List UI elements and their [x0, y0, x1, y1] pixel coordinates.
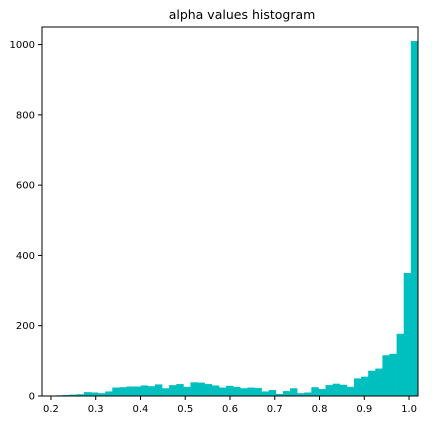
histogram-bar	[169, 385, 177, 396]
histogram-bar	[140, 385, 149, 396]
histogram-bar	[389, 353, 397, 396]
histogram-bar	[204, 384, 213, 396]
histogram-bar	[105, 391, 113, 396]
y-tick-label: 800	[16, 110, 35, 121]
histogram-bar	[297, 393, 305, 396]
x-tick-label: 0.5	[177, 404, 193, 415]
histogram-bar	[410, 41, 419, 397]
histogram-bar	[311, 387, 319, 396]
histogram-bar	[247, 387, 255, 396]
histogram-bar	[382, 355, 390, 396]
chart-title: alpha values histogram	[169, 7, 316, 22]
bars-group	[55, 41, 419, 397]
histogram-bar	[98, 393, 106, 396]
histogram-bar	[282, 391, 291, 396]
histogram-bar	[126, 386, 134, 396]
histogram-bar	[176, 384, 184, 396]
histogram-bar	[83, 392, 92, 396]
plot-frame	[41, 26, 419, 397]
histogram-bar	[304, 392, 312, 396]
y-tick-label: 400	[16, 251, 35, 262]
x-tick-label: 0.7	[267, 404, 283, 415]
histogram-bar	[226, 385, 234, 396]
x-axis: 0.2 0.3 0.4 0.5 0.6 0.7 0.8 0.9 1.0	[43, 396, 417, 415]
histogram-bar	[76, 394, 85, 396]
histogram-bar	[197, 382, 206, 396]
histogram-bar	[396, 333, 405, 396]
histogram-bar	[353, 378, 362, 396]
y-axis: 0 200 400 600 800 1000	[10, 40, 42, 403]
x-tick-label: 0.4	[133, 404, 149, 415]
histogram-bar	[162, 388, 170, 396]
y-tick-label: 200	[16, 321, 35, 332]
histogram-bar	[339, 384, 348, 396]
histogram-bar	[275, 393, 284, 396]
histogram-bar	[346, 386, 355, 396]
histogram-bar	[190, 382, 198, 396]
histogram-bar	[69, 394, 78, 396]
histogram-bar	[318, 388, 326, 396]
x-tick-label: 0.2	[43, 404, 59, 415]
histogram-bar	[147, 386, 156, 396]
y-tick-label: 1000	[10, 40, 35, 51]
histogram-bar	[368, 370, 376, 396]
histogram-bar	[211, 385, 220, 396]
x-tick-label: 0.3	[88, 404, 104, 415]
histogram-bar	[183, 386, 191, 396]
histogram-bar	[112, 387, 120, 396]
x-tick-label: 0.8	[312, 404, 328, 415]
histogram-bar	[403, 273, 412, 396]
histogram-bar	[154, 384, 163, 396]
histogram-bar	[119, 387, 127, 396]
histogram-bar	[375, 368, 383, 396]
histogram-bar	[133, 386, 142, 396]
x-tick-label: 1.0	[401, 404, 417, 415]
histogram-bar	[261, 391, 269, 396]
x-tick-label: 0.6	[222, 404, 238, 415]
y-tick-label: 600	[16, 181, 35, 192]
x-tick-label: 0.9	[356, 404, 372, 415]
histogram-bar	[218, 387, 227, 396]
histogram-bar	[325, 385, 333, 396]
histogram-bar	[62, 394, 70, 396]
histogram-bar	[254, 387, 262, 396]
histogram-bar	[90, 392, 99, 396]
y-tick-label: 0	[29, 392, 35, 403]
histogram-bar	[361, 376, 369, 396]
histogram-bar	[240, 388, 248, 396]
histogram-bar	[332, 383, 341, 396]
histogram-bar	[289, 388, 298, 396]
histogram-bar	[268, 390, 277, 396]
histogram-bar	[233, 386, 241, 396]
